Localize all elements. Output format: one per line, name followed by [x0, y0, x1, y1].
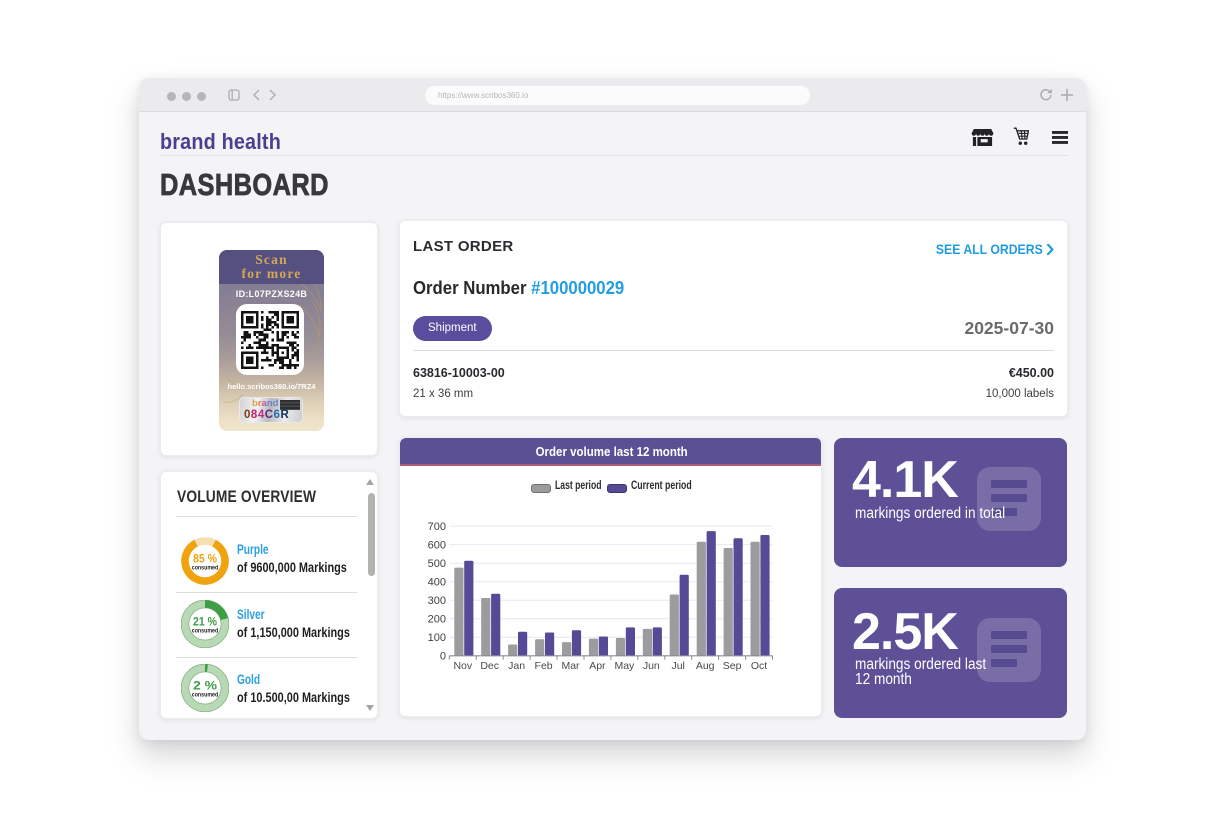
svg-text:Oct: Oct	[751, 660, 767, 672]
svg-text:21 %: 21 %	[193, 615, 217, 629]
svg-text:consumed: consumed	[191, 692, 218, 699]
svg-text:Sep: Sep	[723, 660, 742, 672]
svg-text:Mar: Mar	[561, 660, 580, 672]
svg-text:200: 200	[428, 614, 446, 626]
svg-text:Apr: Apr	[589, 660, 606, 672]
svg-text:700: 700	[428, 521, 446, 533]
svg-text:Dec: Dec	[480, 660, 499, 672]
svg-text:100: 100	[428, 632, 446, 644]
svg-text:Jul: Jul	[671, 660, 684, 672]
svg-text:400: 400	[428, 577, 446, 589]
svg-text:500: 500	[428, 558, 446, 570]
svg-text:May: May	[614, 660, 635, 672]
svg-text:Feb: Feb	[535, 660, 553, 672]
svg-text:0: 0	[440, 651, 446, 663]
svg-text:Jan: Jan	[508, 660, 525, 672]
svg-text:Jun: Jun	[643, 660, 660, 672]
svg-text:consumed: consumed	[191, 565, 218, 572]
svg-text:300: 300	[428, 595, 446, 607]
svg-text:600: 600	[428, 539, 446, 551]
svg-text:85 %: 85 %	[193, 552, 217, 566]
svg-text:2 %: 2 %	[193, 679, 217, 693]
svg-text:Nov: Nov	[453, 660, 472, 672]
svg-text:consumed: consumed	[191, 628, 218, 635]
svg-text:Aug: Aug	[696, 660, 715, 672]
